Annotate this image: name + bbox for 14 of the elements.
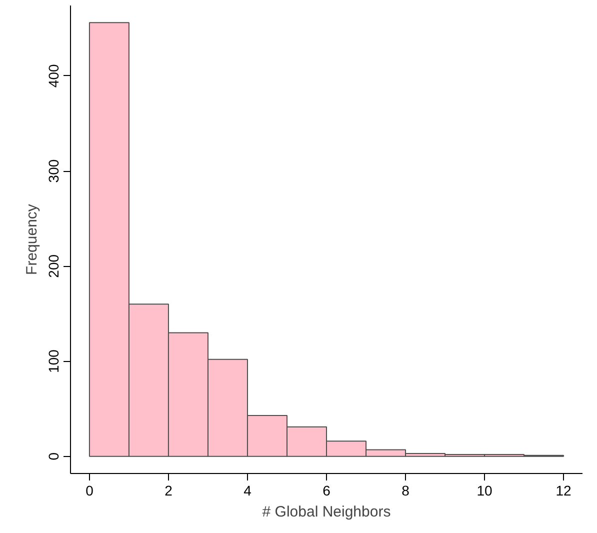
y-tick-label: 200 [46,254,62,278]
y-tick-label: 100 [46,349,62,373]
x-tick-label: 8 [402,482,410,498]
x-tick-label: 2 [164,482,173,498]
y-tick-label: 0 [46,452,62,460]
x-axis-title: # Global Neighbors [262,504,391,520]
x-tick-label: 10 [476,482,493,498]
x-tick-label: 0 [86,482,94,498]
y-axis-title: Frequency [24,204,40,275]
x-tick-label: 6 [322,482,331,498]
x-tick-label: 4 [244,482,252,498]
x-tick-label: 12 [556,482,572,498]
y-tick-label: 300 [46,159,62,183]
y-tick-label: 400 [46,64,62,88]
